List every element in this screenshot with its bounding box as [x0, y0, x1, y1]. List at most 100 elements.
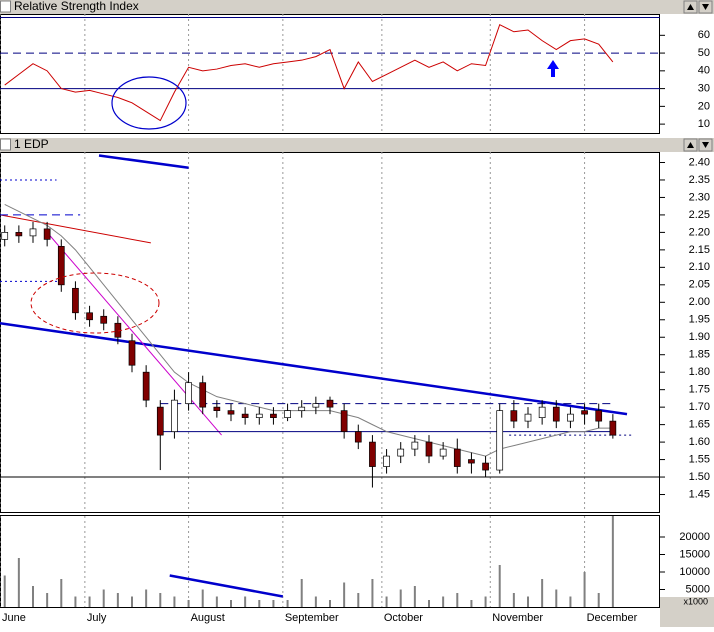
candle-body [510, 410, 518, 422]
volume-bar [343, 582, 346, 607]
axis-corner [660, 597, 714, 627]
volume-bar [60, 579, 63, 607]
candle-body [468, 459, 475, 464]
trendline [0, 322, 628, 416]
volume-bar [329, 600, 331, 607]
volume-bar [597, 593, 600, 607]
candle-body [326, 399, 334, 408]
volume-bar [314, 596, 317, 607]
arrow-icon [687, 4, 694, 10]
volume-bar [456, 593, 459, 607]
arrow-icon [702, 4, 709, 10]
volume-bar [74, 596, 77, 607]
volume-bar [527, 596, 529, 607]
y-tick-label: 2.40 [689, 156, 710, 168]
y-tick-label: 1.85 [689, 349, 710, 361]
y-tick-label: 20000 [679, 531, 710, 543]
candle-body [496, 410, 504, 471]
y-tick-label: 1.80 [689, 366, 710, 378]
y-tick-label: 2.30 [689, 191, 710, 203]
volume-bar [88, 596, 91, 607]
candle-body [567, 413, 574, 422]
candle-body [354, 431, 362, 443]
y-tick-label: 1.50 [689, 471, 710, 483]
volume-bar [286, 600, 289, 607]
candle-body [439, 448, 447, 457]
candle-body [156, 406, 164, 436]
volume-bar [385, 596, 388, 607]
y-tick-label: 10 [698, 118, 710, 130]
volume-bar [611, 516, 614, 607]
volume-bar [145, 589, 148, 607]
y-tick-label: 2.35 [689, 174, 710, 186]
trendline [169, 574, 284, 598]
candle-body [453, 448, 461, 467]
volume-bar [131, 596, 133, 607]
volume-bar [173, 596, 176, 607]
volume-bar [17, 558, 20, 607]
x-tick-label: July [87, 612, 107, 624]
y-tick-label: 20 [698, 100, 710, 112]
volume-bar [272, 600, 275, 607]
candle-body [284, 410, 291, 418]
panel-icon [0, 138, 11, 151]
volume-bar [512, 593, 515, 607]
candle-body [72, 287, 79, 314]
volume-bar [442, 596, 445, 607]
volume-bar [413, 586, 416, 607]
volume-bar [102, 589, 105, 607]
candle-body [199, 382, 207, 408]
candle-body [128, 340, 136, 366]
y-tick-label: 1.90 [689, 331, 710, 343]
volume-bar [470, 600, 473, 607]
plot-layer: 60 50 40 30 20 10 2.40 2.35 2.30 2.25 2.20 2.15 2.10… [0, 14, 710, 624]
candle-body [340, 410, 348, 432]
y-tick-label: 2.00 [689, 296, 710, 308]
y-tick-label: 1.70 [689, 401, 710, 413]
y-tick-label: 30 [698, 83, 710, 95]
candle-body [312, 403, 320, 408]
volume-bar [116, 593, 119, 607]
candle-body [1, 232, 9, 240]
trendline [98, 154, 189, 169]
candle-body [397, 448, 405, 457]
x-tick-label: September [285, 612, 339, 624]
volume-bar [32, 586, 34, 607]
volume-bar [484, 596, 487, 607]
x-tick-label: November [492, 612, 543, 624]
volume-bar [371, 579, 374, 607]
volume-bar [498, 565, 501, 607]
candle-body [255, 413, 263, 418]
panel-title: Relative Strength Index [14, 0, 139, 13]
candle-body [383, 455, 390, 467]
y-tick-label: 15000 [679, 548, 710, 560]
volume-bar [201, 589, 204, 607]
candle-body [100, 315, 108, 324]
candle-body [595, 410, 603, 422]
candle-body [185, 382, 192, 405]
candle-body [29, 228, 37, 237]
title-bar [0, 138, 714, 152]
candle-body [425, 441, 433, 457]
candle-body [552, 406, 560, 422]
trendline [46, 232, 222, 436]
volume-bar [159, 593, 162, 607]
title-bar [0, 0, 714, 14]
y-tick-label: 2.05 [689, 279, 710, 291]
y-tick-label: 50 [698, 47, 710, 59]
volume-bar [555, 589, 558, 607]
y-tick-label: 1.60 [689, 436, 710, 448]
candle-body [15, 232, 23, 237]
candle-body [411, 441, 419, 450]
candle-body [142, 371, 150, 401]
annotation-ellipse [30, 272, 160, 334]
volume-bar [187, 600, 190, 607]
unit-label: x1000 [683, 596, 708, 606]
annotation-ellipse [111, 76, 187, 130]
arrow-icon [702, 142, 709, 148]
volume-bar [300, 579, 303, 607]
candle-body [43, 228, 51, 240]
